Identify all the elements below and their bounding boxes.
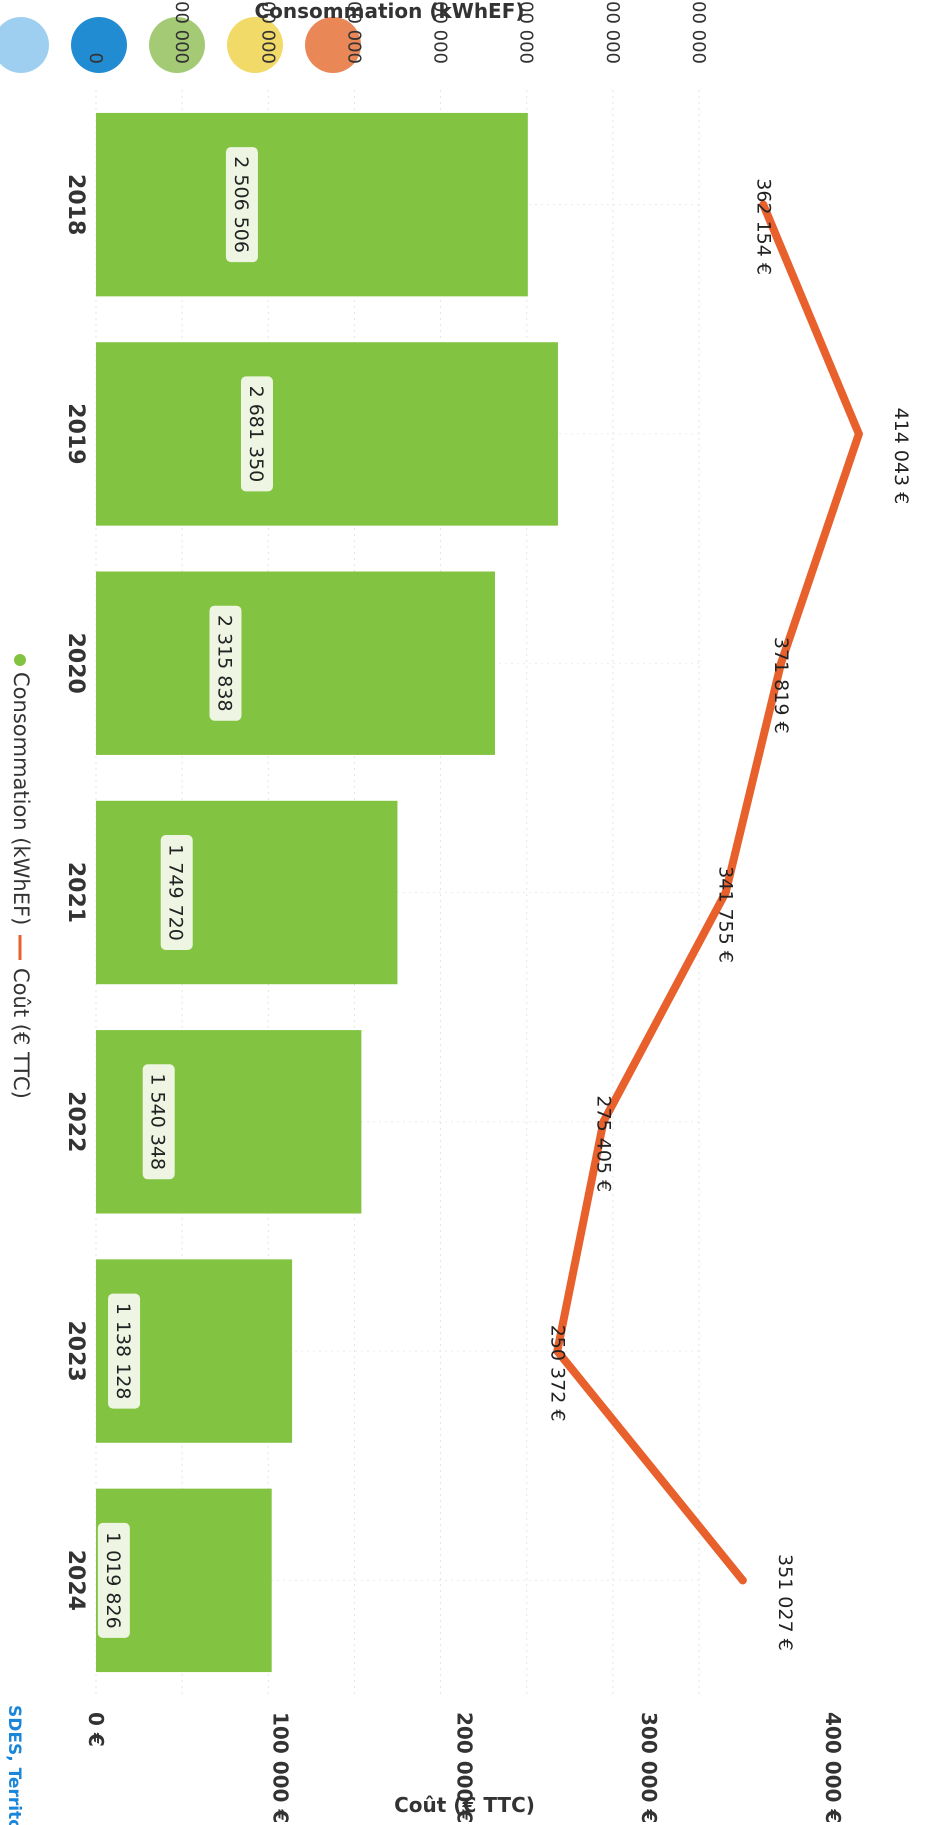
bar-label-2019: 2 681 350 xyxy=(245,386,267,483)
cost-point-2024 xyxy=(738,1576,747,1585)
x-tick-label-2019: 2019 xyxy=(63,403,88,464)
cost-point-2023 xyxy=(553,1347,562,1356)
bar-label-bg-2019 xyxy=(240,376,273,492)
bar-2022 xyxy=(96,1030,362,1214)
x-tick-label-2020: 2020 xyxy=(63,633,88,694)
color-circle-3 xyxy=(149,17,205,73)
cost-point-2022 xyxy=(599,1117,608,1126)
x-axis: 2018 2019 2020 2021 2022 2023 2024 xyxy=(63,174,88,1611)
left-tick-label-6: 3 000 000 xyxy=(602,0,623,64)
color-circles xyxy=(0,17,361,73)
color-circle-2 xyxy=(227,17,283,73)
x-tick-label-2024: 2024 xyxy=(63,1550,88,1611)
left-tick-label-5: 2 500 000 xyxy=(516,0,537,64)
x-tick-label-2018: 2018 xyxy=(63,174,88,235)
left-tick-label-4: 2 000 000 xyxy=(430,0,451,64)
source-link[interactable]: SDES, Territoi xyxy=(4,1705,24,1825)
cost-label-2019: 414 043 € xyxy=(890,408,912,505)
cost-label-2024: 351 027 € xyxy=(774,1554,796,1651)
right-tick-label-2: 200 000 € xyxy=(453,1712,477,1823)
bar-label-2023: 1 138 128 xyxy=(112,1303,134,1400)
left-tick-label-0: 0 xyxy=(85,53,106,64)
bar-2021 xyxy=(96,800,398,985)
bar-label-bg-2021 xyxy=(160,835,193,950)
legend: Consommation (kWhEF) Coût (€ TTC) xyxy=(9,654,33,1099)
bar-label-2018: 2 506 506 xyxy=(230,156,252,253)
bar-label-2021: 1 749 720 xyxy=(165,844,187,941)
legend-consommation-swatch xyxy=(14,654,26,666)
bar-label-2024: 1 019 826 xyxy=(102,1532,124,1629)
cost-point-2019 xyxy=(854,429,863,438)
cost-label-2020: 371 819 € xyxy=(770,637,792,734)
bar-2018 xyxy=(96,112,528,297)
legend-consommation-label: Consommation (kWhEF) xyxy=(9,672,33,925)
left-axis: Consommation (kWhEF) 0 500 000 1 000 000 1 … xyxy=(85,0,709,64)
right-axis: Coût (€ TTC) 0 € 100 000 € 200 000 € 300 00… xyxy=(84,1712,845,1823)
cost-point-2021 xyxy=(721,888,730,897)
right-axis-title: Coût (€ TTC) xyxy=(394,1793,535,1817)
bar-2023 xyxy=(96,1259,293,1443)
cost-point-2018 xyxy=(759,200,768,209)
x-tick-label-2023: 2023 xyxy=(63,1320,88,1381)
bar-2020 xyxy=(96,571,495,755)
x-tick-label-2022: 2022 xyxy=(63,1091,88,1152)
left-axis-title: Consommation (kWhEF) xyxy=(254,0,524,23)
left-tick-label-2: 1 000 000 xyxy=(257,0,278,64)
line-labels: 362 154 € 414 043 € 371 819 € 341 755 € 275 … xyxy=(546,178,912,1650)
cost-label-2018: 362 154 € xyxy=(752,178,774,275)
cost-label-2021: 341 755 € xyxy=(715,866,737,963)
bar-2019 xyxy=(96,342,558,526)
bar-label-bg-2022 xyxy=(142,1064,175,1180)
bar-label-bg-2018 xyxy=(225,147,258,263)
bar-2024 xyxy=(96,1488,272,1673)
bar-label-2022: 1 540 348 xyxy=(147,1073,169,1170)
line-series xyxy=(553,200,863,1585)
legend-cout-label: Coût (€ TTC) xyxy=(9,968,33,1099)
right-tick-label-3: 300 000 € xyxy=(637,1712,661,1823)
right-tick-label-4: 400 000 € xyxy=(821,1712,845,1823)
cost-label-2022: 275 405 € xyxy=(592,1095,614,1192)
left-tick-label-1: 500 000 xyxy=(171,0,192,64)
left-tick-label-7: 3 500 000 xyxy=(688,0,709,64)
left-tick-label-3: 1 500 000 xyxy=(343,0,364,64)
bar-label-bg-2020 xyxy=(209,605,242,721)
bar-label-2020: 2 315 838 xyxy=(213,615,235,712)
right-tick-label-0: 0 € xyxy=(84,1712,108,1747)
color-circle-1 xyxy=(305,17,361,73)
color-circle-4 xyxy=(71,17,127,73)
right-tick-label-1: 100 000 € xyxy=(268,1712,292,1823)
color-circle-5 xyxy=(0,17,49,73)
bar-label-bg-2024 xyxy=(97,1522,130,1638)
x-tick-label-2021: 2021 xyxy=(63,862,88,923)
cost-point-2020 xyxy=(777,659,786,668)
cost-label-2023: 250 372 € xyxy=(546,1325,568,1422)
bar-labels: 2 506 506 2 681 350 2 315 838 1 749 720 1 54… xyxy=(97,147,273,1638)
bar-label-bg-2023 xyxy=(108,1293,141,1409)
